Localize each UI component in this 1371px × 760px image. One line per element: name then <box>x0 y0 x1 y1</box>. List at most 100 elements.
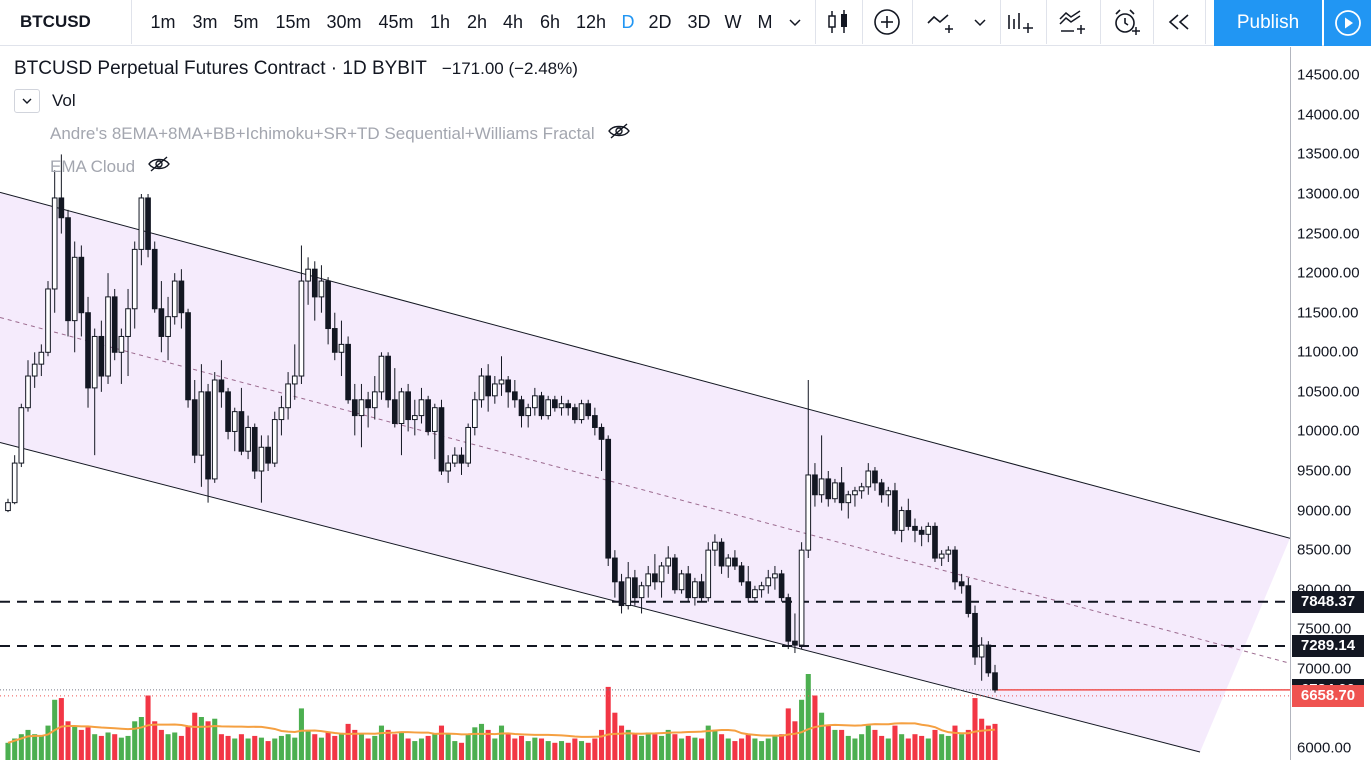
publish-button[interactable]: Publish <box>1214 0 1322 46</box>
candle-body <box>71 256 78 322</box>
candle-body <box>732 557 738 567</box>
volume-bar <box>478 723 485 760</box>
candle-body <box>358 399 365 417</box>
candle-body <box>565 403 572 409</box>
candle-body <box>985 644 992 674</box>
candle-body <box>765 577 772 587</box>
timeframe-1m[interactable]: 1m <box>150 11 176 32</box>
volume-bar <box>705 725 711 760</box>
candle-body <box>512 391 518 401</box>
volume-bar <box>845 735 851 760</box>
symbol-description: BTCUSD Perpetual Futures Contract · 1D B… <box>14 58 427 79</box>
timeframe-2h[interactable]: 2h <box>466 11 488 32</box>
price-chart[interactable] <box>0 47 1290 760</box>
volume-bar <box>85 727 91 760</box>
candle-body <box>852 490 858 496</box>
timeframe-5m[interactable]: 5m <box>233 11 259 32</box>
price-tick-label: 10000.00 <box>1297 422 1360 440</box>
timeframe-45m[interactable]: 45m <box>378 11 414 32</box>
candle-body <box>638 585 645 599</box>
timeframe-3m[interactable]: 3m <box>192 11 218 32</box>
volume-bar <box>438 725 445 760</box>
timeframe-3d[interactable]: 3D <box>687 11 711 32</box>
price-tick-label: 14000.00 <box>1297 106 1360 124</box>
candle-body <box>858 486 865 492</box>
replay-icon[interactable] <box>1161 0 1197 44</box>
collapse-legend-button[interactable] <box>14 89 40 113</box>
toolbar-separator <box>815 0 816 44</box>
candle-body <box>465 426 471 464</box>
eye-hidden-icon[interactable] <box>607 122 631 145</box>
indicators-icon[interactable] <box>923 0 959 44</box>
candle-body <box>972 612 978 658</box>
candle-body <box>612 557 618 583</box>
play-icon[interactable] <box>1324 0 1371 46</box>
volume-bar <box>58 698 64 760</box>
price-level-tag: 6658.70 <box>1292 684 1364 707</box>
candle-body <box>65 217 71 322</box>
candle-body <box>245 426 251 452</box>
add-compare-icon[interactable] <box>869 0 905 44</box>
candle-body <box>865 470 872 488</box>
candle-body <box>738 565 745 583</box>
timeframe-w[interactable]: W <box>724 11 742 32</box>
candle-body <box>645 573 652 587</box>
indicator-legend-1[interactable]: Andre's 8EMA+8MA+BB+Ichimoku+SR+TD Seque… <box>50 122 631 145</box>
candle-body <box>325 280 331 330</box>
volume-bar <box>712 729 718 760</box>
candle-body <box>445 462 451 472</box>
candle-body <box>38 351 45 365</box>
chevron-down-icon[interactable] <box>777 0 813 44</box>
volume-bar <box>959 734 965 760</box>
timeframe-2d[interactable]: 2D <box>648 11 672 32</box>
candle-body <box>678 573 685 591</box>
volume-bar <box>852 738 858 760</box>
price-tick-label: 10500.00 <box>1297 383 1360 401</box>
price-axis[interactable]: 14500.00 14000.00 13500.00 13000.00 12500.00… <box>1290 47 1371 760</box>
chevron-down-icon[interactable] <box>962 0 998 44</box>
volume-bar <box>965 729 971 760</box>
candle-body <box>785 597 792 642</box>
volume-bar <box>525 741 531 760</box>
symbol-search-button[interactable]: BTCUSD <box>6 0 132 44</box>
volume-bar <box>65 721 71 760</box>
volume-bar <box>665 729 671 760</box>
candles-icon[interactable] <box>820 0 856 44</box>
timeframe-d[interactable]: D <box>621 11 635 32</box>
candle-body <box>932 525 938 559</box>
alert-icon[interactable] <box>1109 0 1145 44</box>
chart-pane[interactable] <box>0 47 1290 760</box>
candle-body <box>838 482 845 504</box>
candle-body <box>905 510 912 527</box>
toolbar-separator <box>862 0 863 44</box>
candle-body <box>778 573 785 599</box>
timeframe-12h[interactable]: 12h <box>575 11 607 32</box>
candle-body <box>111 296 118 353</box>
templates-icon[interactable] <box>1055 0 1091 44</box>
eye-hidden-icon[interactable] <box>147 155 171 178</box>
timeframe-4h[interactable]: 4h <box>502 11 524 32</box>
candle-body <box>658 565 665 583</box>
price-tick-label: 12000.00 <box>1297 264 1360 282</box>
volume-bar <box>952 725 958 760</box>
timeframe-6h[interactable]: 6h <box>539 11 561 32</box>
volume-bar <box>679 738 685 760</box>
financials-icon[interactable] <box>1002 0 1038 44</box>
volume-bar <box>5 742 11 760</box>
chart-legend-title: BTCUSD Perpetual Futures Contract · 1D B… <box>14 58 578 80</box>
volume-bar <box>445 734 451 760</box>
channel-mid-line <box>0 316 1290 664</box>
candle-body <box>878 482 885 496</box>
timeframe-m[interactable]: M <box>757 11 773 32</box>
candle-body <box>338 343 345 353</box>
indicator-legend-2[interactable]: EMA Cloud <box>50 155 171 178</box>
timeframe-15m[interactable]: 15m <box>275 11 311 32</box>
candle-body <box>712 541 718 551</box>
candle-body <box>585 403 592 417</box>
timeframe-1h[interactable]: 1h <box>429 11 451 32</box>
candle-body <box>198 391 205 456</box>
price-change: −171.00 (−2.48%) <box>441 59 578 78</box>
volume-bar <box>919 735 925 760</box>
candle-body <box>832 482 838 500</box>
timeframe-30m[interactable]: 30m <box>326 11 362 32</box>
